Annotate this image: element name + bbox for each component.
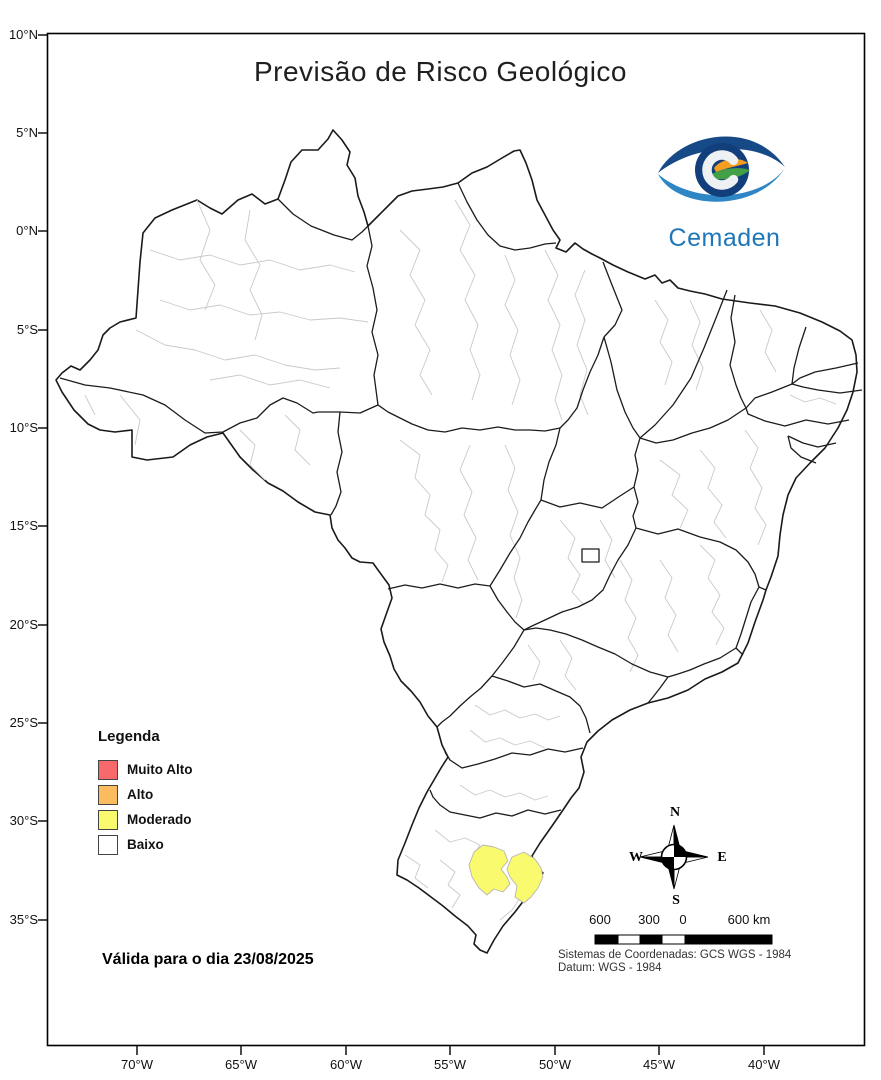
coordinate-system-line1: Sistemas de Coordenadas: GCS WGS - 1984	[558, 949, 792, 961]
coordinate-system-line2: Datum: WGS - 1984	[558, 962, 662, 974]
lon-label-60w: 60°W	[330, 1057, 362, 1072]
scale-label-300: 300	[638, 912, 660, 927]
cemaden-wordmark: Cemaden	[668, 224, 781, 252]
cemaden-logo-icon	[658, 136, 785, 202]
state-borders	[59, 182, 863, 819]
map-frame	[46, 32, 866, 1047]
lat-label-35s: 35°S	[9, 912, 38, 927]
coordinate-system-note: Sistemas de Coordenadas: GCS WGS - 1984 …	[558, 949, 791, 975]
validity-date: Válida para o dia 23/08/2025	[102, 951, 314, 968]
compass-north-label: N	[669, 805, 681, 820]
compass-east-label: E	[717, 850, 727, 865]
baixo-swatch-icon	[98, 834, 118, 855]
lon-label-40w: 40°W	[748, 1057, 780, 1072]
scale-label-0: 0	[679, 912, 687, 927]
compass-south-label: S	[672, 893, 680, 908]
lat-label-0n: 0°N	[16, 223, 38, 238]
latitude-ticks	[38, 34, 47, 921]
legend: Legenda Muito Alto Alto Moderado Baixo	[98, 728, 278, 857]
lat-label-30s: 30°S	[9, 813, 38, 828]
legend-item-muito-alto: Muito Alto	[98, 757, 278, 782]
muito-alto-swatch-icon	[98, 759, 118, 780]
municipality-borders	[84, 199, 837, 921]
lat-label-15s: 15°S	[9, 518, 38, 533]
legend-item-alto: Alto	[98, 782, 278, 807]
compass-rose-icon	[639, 824, 709, 890]
lat-label-5n: 5°N	[16, 125, 38, 140]
lon-label-65w: 65°W	[225, 1057, 257, 1072]
risk-polygon	[468, 844, 511, 896]
risk-polygon	[506, 851, 544, 904]
lat-label-10s: 10°S	[9, 420, 38, 435]
longitude-ticks	[136, 1046, 765, 1055]
lat-label-5s: 5°S	[16, 322, 38, 337]
lon-label-70w: 70°W	[121, 1057, 153, 1072]
legend-label: Baixo	[127, 837, 164, 852]
legend-title: Legenda	[98, 728, 160, 745]
lat-label-25s: 25°S	[9, 715, 38, 730]
lat-label-10n: 10°N	[8, 27, 38, 42]
lat-label-20s: 20°S	[9, 617, 38, 632]
scale-label-600-km: 600 km	[727, 912, 771, 927]
legend-item-baixo: Baixo	[98, 832, 278, 857]
legend-label: Muito Alto	[127, 762, 193, 777]
legend-item-moderado: Moderado	[98, 807, 278, 832]
scale-bar	[594, 934, 773, 945]
legend-label: Moderado	[127, 812, 192, 827]
legend-label: Alto	[127, 787, 154, 802]
alto-swatch-icon	[98, 784, 118, 805]
lon-label-45w: 45°W	[643, 1057, 675, 1072]
page-title: Previsão de Risco Geológico	[253, 56, 627, 87]
lon-label-55w: 55°W	[434, 1057, 466, 1072]
moderado-swatch-icon	[98, 809, 118, 830]
scale-label-600-left: 600	[589, 912, 611, 927]
compass-west-label: W	[629, 850, 643, 865]
risk-region-moderado	[468, 844, 544, 904]
lon-label-50w: 50°W	[539, 1057, 571, 1072]
